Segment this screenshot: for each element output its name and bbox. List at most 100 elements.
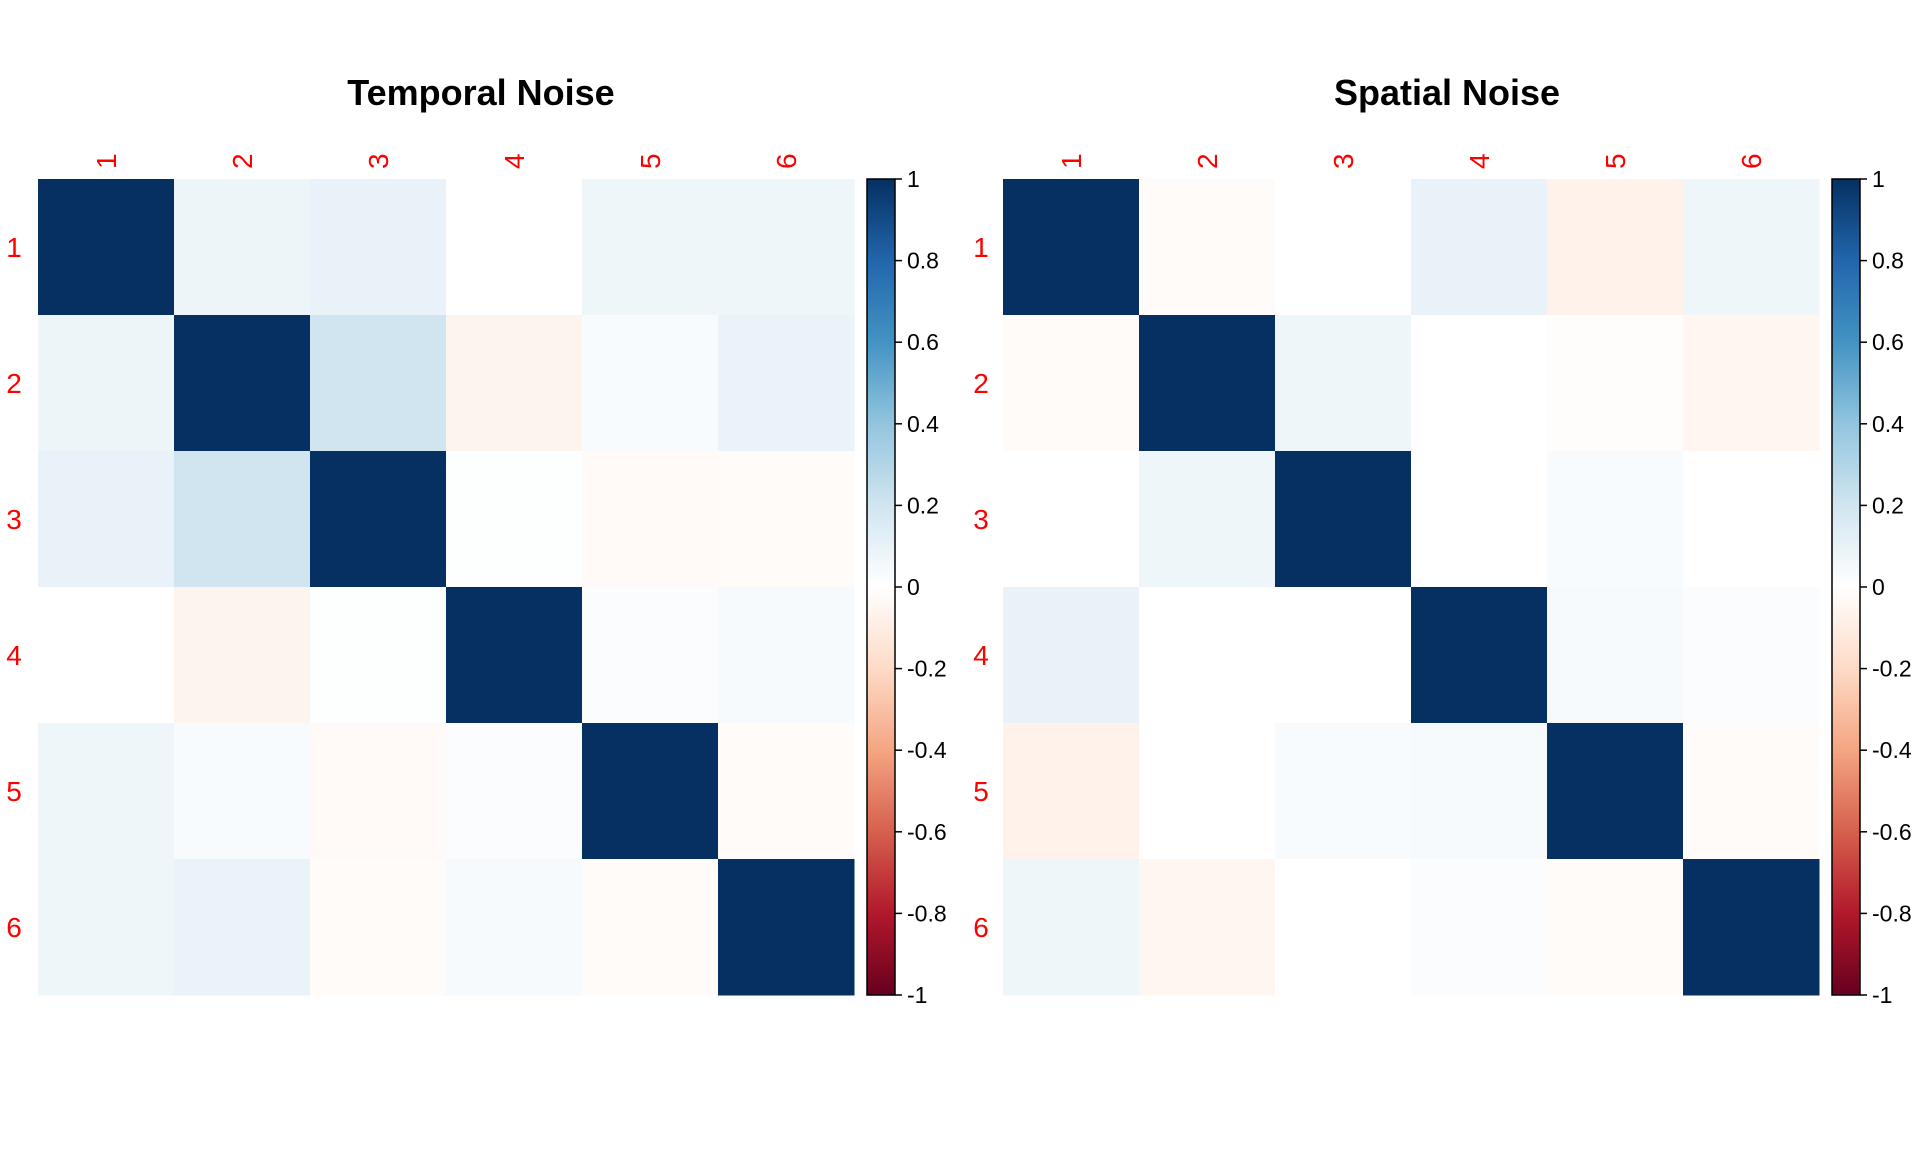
- colorbar-tick-label: 0.2: [907, 492, 939, 518]
- heatmap-cell: [582, 315, 719, 452]
- heatmap-cell: [174, 451, 311, 588]
- heatmap-cell: [1139, 179, 1276, 316]
- colorbar-tick-label: -0.4: [907, 737, 947, 763]
- heatmap-cell: [310, 179, 447, 316]
- colorbar-tick-label: -0.6: [1872, 819, 1912, 845]
- colorbar-tick-label: 0.8: [1872, 248, 1904, 274]
- heatmap-cell: [1411, 723, 1548, 860]
- heatmap-cell: [1547, 451, 1684, 588]
- row-label: 6: [973, 912, 989, 943]
- row-label: 5: [6, 776, 22, 807]
- column-label: 6: [1736, 153, 1767, 169]
- heatmap-cell: [1275, 451, 1412, 588]
- heatmap-cell: [1683, 587, 1820, 724]
- column-label: 2: [227, 153, 258, 169]
- heatmap-cell: [174, 587, 311, 724]
- heatmap-cell: [310, 859, 447, 996]
- row-label: 1: [6, 232, 22, 263]
- row-label: 3: [973, 504, 989, 535]
- heatmap-cell: [38, 859, 175, 996]
- heatmap-cell: [310, 315, 447, 452]
- heatmap-cell: [446, 859, 583, 996]
- column-label: 3: [363, 153, 394, 169]
- colorbar-tick-label: 0.2: [1872, 492, 1904, 518]
- heatmap-panel-2: Spatial Noise 1 2 3 4 5 6 1 2 3 4 5 6 1 0.8 0.6 0.4 0.2 0 -…: [973, 72, 1912, 1008]
- colorbar-tick-label: 0.8: [907, 248, 939, 274]
- colorbar-tick-label: 1: [1872, 166, 1885, 192]
- row-label: 1: [973, 232, 989, 263]
- colorbar: [1832, 179, 1860, 995]
- chart-title: Temporal Noise: [347, 72, 614, 113]
- heatmap-cell: [582, 859, 719, 996]
- heatmap-cell: [446, 179, 583, 316]
- heatmap-cell: [582, 179, 719, 316]
- heatmap-cell: [310, 587, 447, 724]
- column-label: 3: [1328, 153, 1359, 169]
- heatmap-cell: [718, 859, 855, 996]
- colorbar-tick-label: 0.4: [907, 411, 939, 437]
- heatmap-cell: [582, 723, 719, 860]
- heatmap-cell: [1275, 859, 1412, 996]
- heatmap-cell: [1275, 179, 1412, 316]
- colorbar-tick-label: -0.4: [1872, 737, 1912, 763]
- heatmap-cell: [38, 723, 175, 860]
- heatmap-cell: [718, 179, 855, 316]
- colorbar: [867, 179, 895, 995]
- heatmap-cell: [1683, 179, 1820, 316]
- column-label: 4: [499, 153, 530, 169]
- heatmap-cell: [1547, 859, 1684, 996]
- column-label: 6: [771, 153, 802, 169]
- heatmap-cell: [1683, 723, 1820, 860]
- heatmap-cell: [38, 179, 175, 316]
- heatmap-cell: [1139, 723, 1276, 860]
- heatmap-cell: [1003, 587, 1140, 724]
- heatmap-cell: [310, 451, 447, 588]
- heatmap-cell: [310, 723, 447, 860]
- heatmap-cell: [1547, 179, 1684, 316]
- colorbar-tick-label: -0.2: [1872, 656, 1912, 682]
- heatmap-cell: [38, 451, 175, 588]
- heatmap-cell: [446, 451, 583, 588]
- heatmap-cell: [1275, 587, 1412, 724]
- heatmap-cell: [1683, 451, 1820, 588]
- column-label: 5: [635, 153, 666, 169]
- column-label: 1: [91, 153, 122, 169]
- colorbar-tick-label: -0.6: [907, 819, 947, 845]
- heatmap-cell: [174, 723, 311, 860]
- chart-title: Spatial Noise: [1334, 72, 1560, 113]
- heatmap-cell: [446, 723, 583, 860]
- heatmap-cell: [718, 723, 855, 860]
- heatmap-cell: [446, 587, 583, 724]
- heatmap-cell: [38, 315, 175, 452]
- heatmap-cell: [582, 587, 719, 724]
- row-label: 2: [973, 368, 989, 399]
- heatmap-cell: [1003, 179, 1140, 316]
- heatmap-cell: [1275, 315, 1412, 452]
- colorbar-tick-label: 0: [907, 574, 920, 600]
- colorbar-tick-label: -0.2: [907, 656, 947, 682]
- row-label: 6: [6, 912, 22, 943]
- heatmap-cell: [1139, 859, 1276, 996]
- colorbar-tick-label: 0.6: [1872, 329, 1904, 355]
- heatmap-cell: [174, 859, 311, 996]
- heatmap-cell: [1411, 451, 1548, 588]
- heatmap-cell: [718, 587, 855, 724]
- heatmap-cell: [174, 179, 311, 316]
- heatmap-cell: [1547, 587, 1684, 724]
- heatmap-cell: [174, 315, 311, 452]
- colorbar-tick-label: 0: [1872, 574, 1885, 600]
- heatmap-cell: [1683, 859, 1820, 996]
- row-label: 4: [973, 640, 989, 671]
- heatmap-cell: [718, 315, 855, 452]
- heatmap-cell: [1003, 723, 1140, 860]
- colorbar-tick-label: -1: [907, 982, 927, 1008]
- colorbar-tick-label: -0.8: [907, 900, 947, 926]
- column-label: 1: [1056, 153, 1087, 169]
- row-label: 2: [6, 368, 22, 399]
- heatmap-cell: [1411, 315, 1548, 452]
- column-label: 2: [1192, 153, 1223, 169]
- heatmap-cell: [1683, 315, 1820, 452]
- heatmap-cell: [1411, 859, 1548, 996]
- heatmap-cell: [1411, 179, 1548, 316]
